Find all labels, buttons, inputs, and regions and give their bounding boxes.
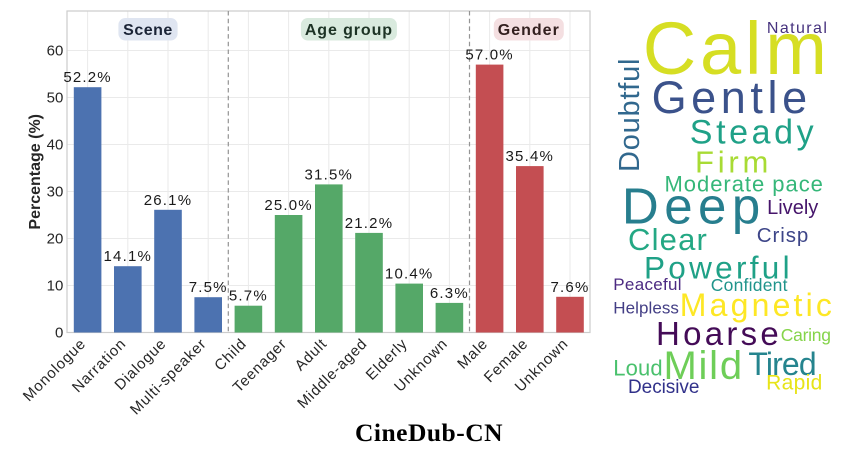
- svg-text:Calm: Calm: [643, 7, 831, 90]
- svg-text:Powerful: Powerful: [644, 249, 793, 285]
- svg-text:Deep: Deep: [622, 177, 766, 234]
- svg-text:Natural: Natural: [767, 20, 828, 37]
- svg-text:Steady: Steady: [690, 114, 817, 152]
- svg-text:Peaceful: Peaceful: [613, 275, 682, 294]
- svg-text:7.6%: 7.6%: [551, 279, 590, 296]
- svg-text:31.5%: 31.5%: [305, 166, 354, 183]
- svg-text:Firm: Firm: [695, 144, 772, 179]
- svg-text:Mild: Mild: [664, 344, 744, 388]
- svg-text:40: 40: [47, 137, 64, 154]
- svg-text:52.2%: 52.2%: [63, 69, 112, 86]
- svg-text:Crisp: Crisp: [757, 224, 809, 247]
- svg-text:Age group: Age group: [305, 22, 393, 39]
- svg-text:Moderate pace: Moderate pace: [665, 171, 824, 196]
- svg-text:Caring: Caring: [781, 325, 831, 345]
- svg-text:60: 60: [47, 43, 64, 60]
- svg-text:14.1%: 14.1%: [104, 248, 153, 265]
- svg-text:30: 30: [47, 184, 64, 201]
- svg-text:Gender: Gender: [498, 22, 560, 39]
- svg-text:50: 50: [47, 90, 64, 107]
- svg-text:7.5%: 7.5%: [189, 279, 228, 296]
- svg-text:Loud: Loud: [613, 355, 662, 380]
- svg-text:Lively: Lively: [767, 197, 818, 219]
- svg-text:26.1%: 26.1%: [144, 192, 193, 209]
- svg-text:Tired: Tired: [748, 346, 815, 382]
- svg-text:Rapid: Rapid: [766, 372, 823, 395]
- svg-text:Percentage (%): Percentage (%): [27, 114, 44, 230]
- svg-text:Hoarse: Hoarse: [656, 315, 782, 352]
- svg-text:Clear: Clear: [628, 222, 708, 257]
- svg-text:Decisive: Decisive: [628, 377, 699, 398]
- svg-text:5.7%: 5.7%: [229, 288, 268, 305]
- svg-text:10: 10: [47, 278, 64, 295]
- svg-text:21.2%: 21.2%: [345, 215, 394, 232]
- svg-text:35.4%: 35.4%: [506, 148, 555, 165]
- svg-text:Helpless: Helpless: [613, 298, 679, 317]
- svg-text:Magnetic: Magnetic: [680, 287, 835, 323]
- svg-text:CineDub-CN: CineDub-CN: [355, 418, 503, 447]
- svg-text:Doubtful: Doubtful: [614, 58, 646, 172]
- svg-text:57.0%: 57.0%: [465, 47, 514, 64]
- svg-text:20: 20: [47, 231, 64, 248]
- svg-text:Gentle: Gentle: [652, 72, 812, 123]
- svg-text:10.4%: 10.4%: [385, 266, 434, 283]
- svg-text:25.0%: 25.0%: [264, 197, 313, 214]
- svg-text:Scene: Scene: [123, 22, 173, 39]
- svg-text:6.3%: 6.3%: [430, 285, 469, 302]
- svg-text:0: 0: [55, 325, 63, 342]
- svg-text:Confident: Confident: [711, 275, 788, 295]
